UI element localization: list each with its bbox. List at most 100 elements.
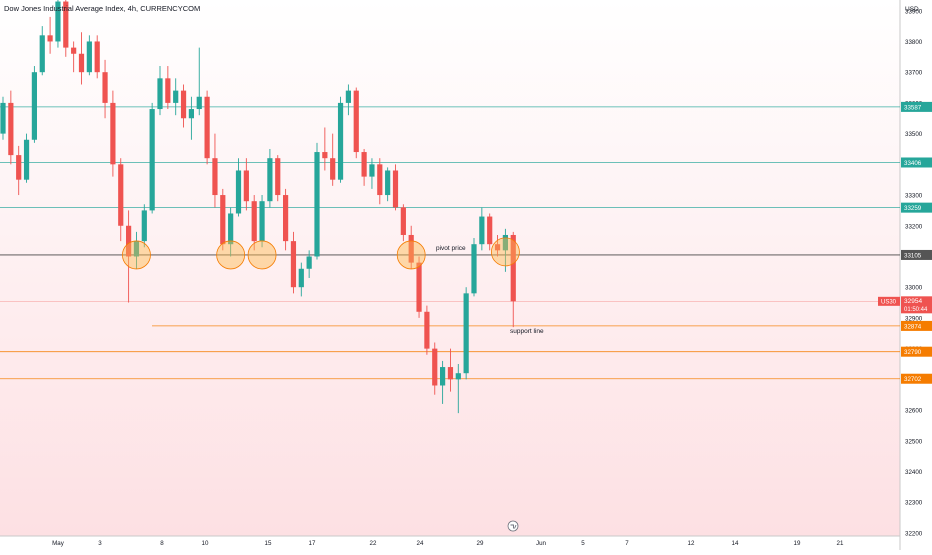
candle-30 [235,158,242,217]
candle-body [487,216,493,245]
candle-body [173,90,179,103]
candle-body [463,293,469,374]
candle-20 [157,66,163,116]
candle-body [510,234,516,302]
candle-body [71,47,77,54]
candle-8 [63,0,69,57]
candle-14 [110,90,116,177]
candle-body [180,90,187,119]
price-label-box [901,373,932,384]
candle-body [220,195,226,245]
highlight-circle-4 [490,237,520,267]
candle-body [455,373,461,380]
candle-body [369,164,375,177]
candle-body [243,170,249,202]
candle-42 [330,133,336,186]
candle-57 [447,348,454,392]
price-label-text: 33259 [904,205,922,212]
last-price-marker: US30 32954 01:50:44 [878,296,932,314]
candle-body [298,268,304,288]
last-price-box [901,296,932,314]
candle-body [447,367,454,380]
price-tick-32300: 32300 [905,500,923,507]
price-tick-32900: 32900 [905,315,923,322]
candle-body [39,35,45,73]
candle-40 [314,142,320,260]
price-label-text: 32790 [904,349,922,356]
candle-body [345,90,351,103]
chart-title: Dow Jones Industrial Average Index, 4h, … [4,4,200,13]
price-label-box [901,157,932,168]
candle-body [306,256,312,269]
candle-13 [102,59,108,119]
candle-body [408,234,414,263]
candle-body [314,152,320,257]
candle-body [55,1,61,42]
candle-body [165,78,171,103]
price-tick-32400: 32400 [905,469,923,476]
candle-17 [133,231,140,269]
candle-26 [204,90,210,165]
candle-2 [16,145,22,196]
price-label-33259: 33259 [901,202,932,213]
time-tick-5: 17 [309,540,316,547]
candle-body [188,109,194,119]
price-label-box [901,320,932,331]
candle-7 [55,0,61,48]
price-label-text: 33587 [904,104,922,111]
candle-body [78,53,85,73]
candle-51 [400,204,406,242]
price-tick-33800: 33800 [905,39,923,46]
time-tick-10: 5 [581,540,585,547]
candle-55 [432,342,438,395]
symbol-badge [878,296,900,306]
tradingview-logo-icon[interactable] [507,520,519,532]
pivot-price-annotation: pivot price [436,245,466,252]
candle-32 [251,195,257,251]
candle-34 [267,148,273,208]
plot-background [0,0,900,536]
time-tick-11: 7 [625,540,629,547]
candle-59 [463,287,469,380]
time-tick-14: 19 [794,540,801,547]
candle-61 [479,207,485,251]
candle-body [8,102,14,156]
candle-body [353,90,359,153]
candle-body [385,170,391,196]
time-tick-0: May [52,540,65,547]
symbol-badge-text: US30 [881,299,897,305]
candle-body [86,41,92,73]
candle-45 [353,87,359,159]
candle-10 [78,32,85,85]
candle-29 [228,207,234,257]
candle-body [479,216,485,245]
price-label-32874: 32874 [901,320,932,331]
price-tick-32600: 32600 [905,408,923,415]
candle-body [110,102,116,165]
candle-56 [440,360,446,404]
candle-body [16,155,22,180]
candle-49 [385,167,391,202]
candle-44 [345,84,351,116]
price-tick-33300: 33300 [905,193,923,200]
price-label-text: 33406 [904,160,922,167]
candle-body [361,152,367,177]
countdown-value: 01:50:44 [904,307,928,313]
candle-25 [196,47,202,116]
candle-9 [71,41,77,73]
candle-21 [165,66,171,110]
candle-31 [243,158,249,211]
candle-body [102,72,108,103]
candle-6 [47,16,53,54]
candle-body [0,102,6,134]
support-line-annotation: support line [510,328,544,335]
candle-body [283,195,289,242]
candlestick-series [0,0,516,414]
price-tick-33900: 33900 [905,8,923,15]
candle-33 [259,195,265,248]
last-price-value: 32954 [904,298,922,305]
price-tick-33000: 33000 [905,285,923,292]
candle-28 [220,188,226,251]
